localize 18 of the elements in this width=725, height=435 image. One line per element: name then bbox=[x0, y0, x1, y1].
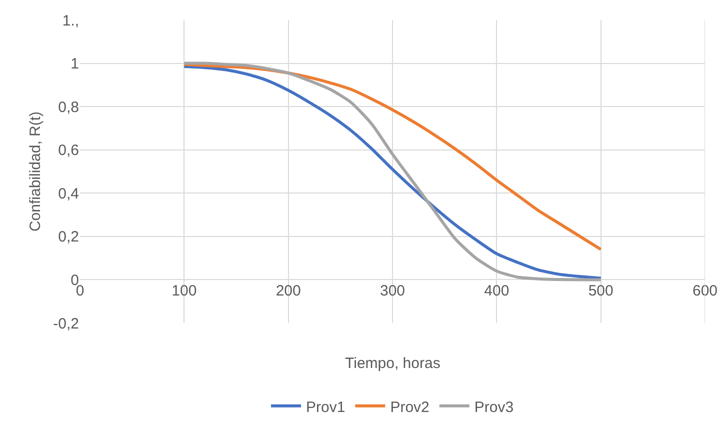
y-tick-label: 0,6 bbox=[58, 142, 79, 160]
x-tick-label: 200 bbox=[276, 282, 301, 300]
y-tick-label: 1 bbox=[70, 56, 79, 73]
y-tick-label: 0,2 bbox=[58, 228, 79, 246]
x-tick-label: 600 bbox=[692, 282, 718, 300]
y-tick-label: -0,2 bbox=[53, 315, 79, 332]
x-tick-label: 100 bbox=[172, 282, 197, 300]
y-axis-title: Confiabilidad, R(t) bbox=[27, 111, 44, 232]
x-tick-label: 300 bbox=[380, 282, 406, 300]
legend-label: Prov2 bbox=[390, 398, 430, 416]
y-tick-label: 0,4 bbox=[58, 185, 79, 202]
y-tick-label: 0,8 bbox=[58, 98, 79, 116]
legend-label: Prov3 bbox=[474, 398, 514, 416]
y-tick-label: 1., bbox=[62, 12, 79, 30]
x-axis-title: Tiempo, horas bbox=[345, 355, 440, 372]
x-tick-label: 500 bbox=[588, 282, 614, 300]
x-tick-label: 400 bbox=[484, 282, 510, 300]
legend-label: Prov1 bbox=[306, 398, 346, 416]
